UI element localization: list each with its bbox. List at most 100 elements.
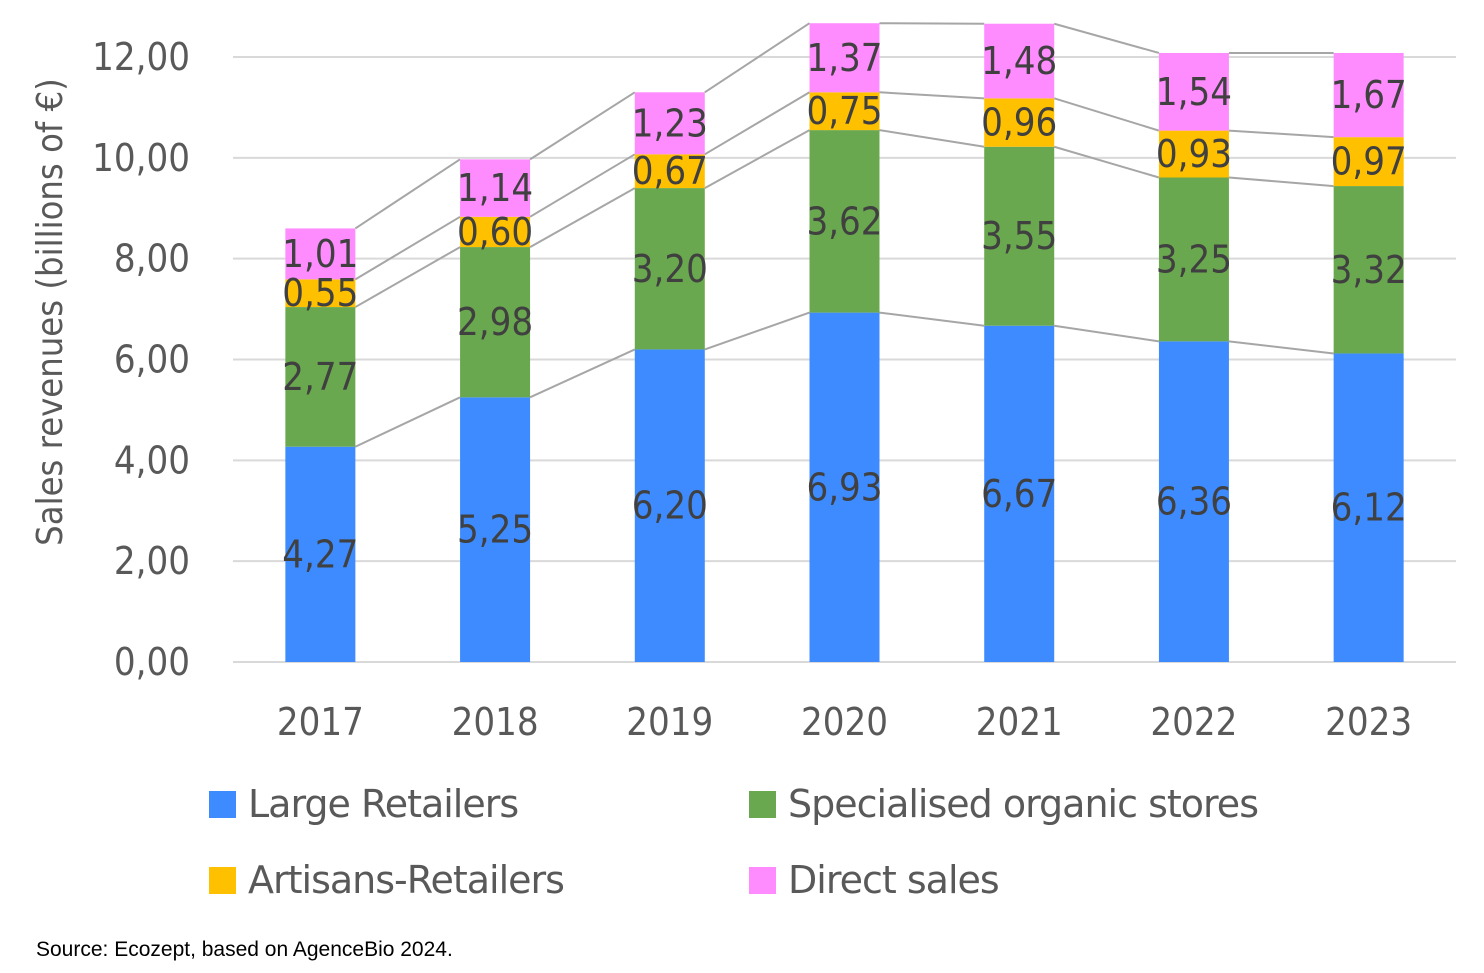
y-tick-label: 8,00 (114, 237, 190, 281)
legend-item-specialised-organic-stores: Specialised organic stores (749, 782, 1259, 826)
series-line (1228, 129, 1334, 139)
data-label: 3,62 (806, 199, 882, 243)
bar-direct-sales-2020 (809, 23, 880, 93)
data-label: 1,37 (806, 36, 882, 80)
bar-artisans-retailers-2018 (460, 216, 531, 248)
bar-large-retailers-2019 (634, 349, 705, 662)
x-tick-label: 2022 (1150, 700, 1237, 744)
series-line (1053, 145, 1160, 179)
series-line (879, 91, 985, 100)
series-line (1228, 340, 1334, 355)
data-label: 2,98 (457, 300, 533, 344)
data-label: 6,93 (806, 465, 882, 509)
data-label: 0,60 (457, 210, 533, 254)
series-connector-lines (354, 22, 1334, 448)
series-line (1053, 97, 1160, 132)
data-label: 1,23 (632, 101, 708, 145)
bar-specialised-organic-stores-2020 (809, 130, 880, 313)
legend-label: Specialised organic stores (788, 782, 1259, 826)
series-line (1053, 22, 1160, 54)
data-label: 6,20 (632, 484, 708, 528)
data-label: 3,32 (1331, 248, 1407, 292)
legend-item-artisans-retailers: Artisans-Retailers (209, 858, 565, 902)
source-note: Source: Ecozept, based on AgenceBio 2024… (36, 938, 453, 961)
bar-direct-sales-2021 (984, 23, 1055, 99)
data-label: 1,48 (981, 39, 1057, 83)
bar-large-retailers-2021 (984, 325, 1055, 662)
series-line (529, 91, 636, 161)
series-line (529, 348, 636, 399)
series-line (879, 311, 985, 327)
bars (285, 23, 1404, 662)
bar-specialised-organic-stores-2017 (285, 307, 356, 447)
data-label: 2,77 (282, 355, 358, 399)
legend: Large Retailers Specialised organic stor… (0, 770, 1484, 920)
x-tick-label: 2020 (801, 700, 888, 744)
stacked-bar-chart: 4,27 5,25 6,20 6,93 6,67 6,36 6,12 2,77 2,98 3,20… (30, 22, 1456, 744)
bar-artisans-retailers-2020 (809, 92, 880, 131)
series-line (354, 396, 461, 448)
series-line (1054, 324, 1160, 343)
data-label: 0,75 (806, 89, 882, 133)
series-line (529, 187, 636, 248)
bar-specialised-organic-stores-2018 (460, 247, 531, 398)
y-tick-label: 0,00 (114, 640, 190, 684)
data-label: 6,12 (1331, 486, 1407, 530)
legend-swatch-large-retailers (209, 790, 236, 818)
x-tick-label: 2023 (1325, 700, 1412, 744)
bar-direct-sales-2022 (1158, 52, 1229, 131)
x-tick-label: 2019 (626, 700, 713, 744)
data-label: 0,97 (1331, 140, 1407, 184)
y-tick-label: 12,00 (92, 35, 190, 79)
data-label: 0,96 (981, 101, 1057, 145)
series-line (1228, 176, 1334, 188)
bar-artisans-retailers-2021 (984, 98, 1055, 147)
bar-direct-sales-2019 (634, 92, 705, 155)
bar-large-retailers-2018 (460, 397, 531, 662)
series-line (704, 22, 811, 94)
legend-item-direct-sales: Direct sales (749, 858, 1000, 902)
legend-label: Direct sales (788, 858, 1000, 902)
data-label: 3,20 (632, 247, 708, 291)
bar-large-retailers-2023 (1333, 353, 1404, 662)
y-tick-label: 6,00 (114, 338, 190, 382)
x-tick-label: 2021 (976, 700, 1063, 744)
data-labels: 4,27 5,25 6,20 6,93 6,67 6,36 6,12 2,77 2,98 3,20… (282, 36, 1406, 577)
bar-specialised-organic-stores-2021 (984, 146, 1055, 326)
y-axis-ticks: 0,00 2,00 4,00 6,00 8,00 10,00 12,00 (92, 35, 190, 684)
data-label: 0,93 (1156, 132, 1232, 176)
bar-direct-sales-2018 (460, 159, 531, 217)
series-line (704, 91, 811, 156)
data-label: 3,25 (1156, 237, 1232, 281)
bar-direct-sales-2017 (285, 228, 356, 280)
legend-item-large-retailers: Large Retailers (209, 782, 519, 826)
legend-swatch-artisans-retailers (209, 866, 236, 894)
bar-direct-sales-2023 (1333, 52, 1404, 138)
y-tick-label: 2,00 (114, 539, 190, 583)
bar-large-retailers-2022 (1158, 341, 1229, 662)
data-label: 1,01 (282, 232, 358, 276)
bar-large-retailers-2017 (285, 446, 356, 662)
series-line (354, 158, 461, 230)
series-line (354, 215, 461, 281)
series-line (704, 129, 810, 189)
legend-label: Large Retailers (248, 782, 519, 826)
data-label: 3,55 (981, 214, 1057, 258)
data-label: 6,67 (981, 472, 1057, 516)
data-label: 5,25 (457, 508, 533, 552)
x-axis-ticks: 2017 2018 2019 2020 2021 2022 2023 (277, 700, 1412, 744)
bar-specialised-organic-stores-2022 (1158, 177, 1229, 342)
legend-swatch-specialised-organic-stores (749, 790, 776, 818)
legend-swatch-direct-sales (749, 866, 776, 894)
bar-large-retailers-2020 (809, 312, 880, 662)
bar-artisans-retailers-2023 (1333, 137, 1404, 187)
bar-artisans-retailers-2019 (634, 154, 705, 189)
y-tick-label: 4,00 (114, 438, 190, 482)
data-label: 1,54 (1156, 70, 1232, 114)
data-label: 4,27 (282, 532, 358, 576)
series-line (529, 153, 636, 218)
data-label: 1,67 (1331, 73, 1407, 117)
bar-artisans-retailers-2022 (1158, 130, 1229, 178)
bar-specialised-organic-stores-2023 (1333, 186, 1404, 354)
series-line (704, 311, 810, 351)
